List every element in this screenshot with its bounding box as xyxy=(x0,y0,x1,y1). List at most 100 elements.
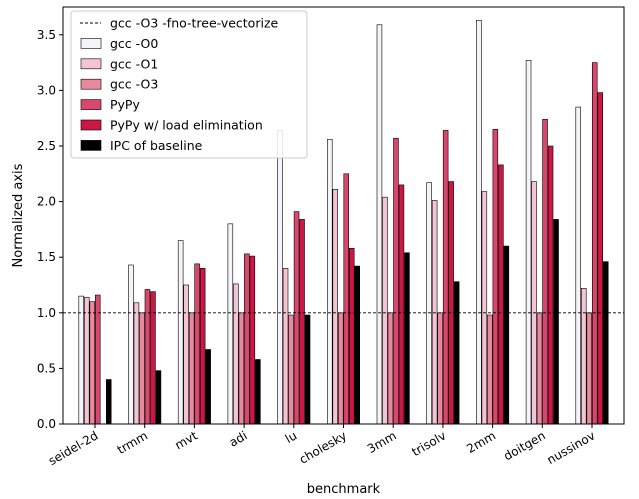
legend-swatch xyxy=(80,140,102,151)
y-tick-label: 3.5 xyxy=(37,28,56,42)
legend-swatch xyxy=(80,99,102,110)
bar-trisolv-gcc-o0 xyxy=(426,182,432,425)
bar-adi-gcc-o1 xyxy=(233,283,239,425)
legend-swatch xyxy=(80,38,102,49)
bar-mvt-gcc-o0 xyxy=(177,240,184,425)
bar-cholesky-ipc-of-baseline xyxy=(354,265,360,425)
bar-cholesky-pypy-w-load-elimination xyxy=(348,248,355,425)
y-tick-label: 0.5 xyxy=(37,361,56,375)
bar-trmm-gcc-o1 xyxy=(133,302,140,425)
bar-mvt-gcc-o1 xyxy=(183,284,189,425)
bar-cholesky-gcc-o0 xyxy=(326,139,333,425)
bar-doitgen-pypy xyxy=(542,119,548,425)
bar-3mm-gcc-o0 xyxy=(376,24,383,425)
x-axis-label: benchmark xyxy=(307,482,381,497)
y-tick-label: 1.0 xyxy=(37,306,56,320)
x-tick-label: lu xyxy=(283,428,299,446)
x-tick-label: doitgen xyxy=(501,428,547,463)
x-tick-label: 3mm xyxy=(365,428,399,456)
bar-nussinov-gcc-o3 xyxy=(586,312,592,425)
bar-lu-pypy-w-load-elimination xyxy=(299,219,305,425)
bar-trmm-pypy xyxy=(144,289,151,425)
x-tick-label: trisolv xyxy=(409,428,448,459)
bar-nussinov-pypy xyxy=(591,62,598,425)
bar-lu-ipc-of-baseline xyxy=(304,314,311,425)
legend-label: gcc -O1 xyxy=(110,56,158,71)
bar-nussinov-gcc-o0 xyxy=(575,106,581,425)
bar-3mm-pypy-w-load-elimination xyxy=(398,184,405,425)
bar-trisolv-pypy-w-load-elimination xyxy=(448,181,454,425)
bar-3mm-pypy xyxy=(393,137,399,425)
bar-trisolv-gcc-o3 xyxy=(437,312,443,425)
bar-3mm-ipc-of-baseline xyxy=(404,252,410,425)
bar-doitgen-gcc-o1 xyxy=(531,181,537,425)
bar-seidel-2d-gcc-o1 xyxy=(84,296,90,425)
bar-doitgen-gcc-o0 xyxy=(525,60,532,425)
bar-doitgen-gcc-o3 xyxy=(536,312,543,425)
bar-nussinov-ipc-of-baseline xyxy=(602,261,609,425)
bar-mvt-pypy-w-load-elimination xyxy=(199,268,206,425)
x-tick-label: trmm xyxy=(115,428,150,457)
bar-mvt-ipc-of-baseline xyxy=(205,349,211,425)
plot-frame xyxy=(62,6,625,425)
legend-label: gcc -O3 -fno-tree-vectorize xyxy=(110,16,279,31)
bar-3mm-gcc-o3 xyxy=(387,312,394,425)
bar-adi-ipc-of-baseline xyxy=(255,359,261,425)
bar-mvt-gcc-o3 xyxy=(188,312,195,425)
bar-trisolv-ipc-of-baseline xyxy=(453,281,460,425)
y-tick-label: 0.0 xyxy=(37,417,56,431)
bar-2mm-gcc-o3 xyxy=(487,314,493,425)
bar-2mm-pypy-w-load-elimination xyxy=(498,164,504,425)
bar-adi-gcc-o3 xyxy=(238,312,245,425)
x-tick-label: cholesky xyxy=(297,428,349,466)
legend-swatch xyxy=(80,119,102,131)
bar-seidel-2d-gcc-o0 xyxy=(78,295,85,425)
bar-seidel-2d-pypy xyxy=(95,294,101,425)
bar-adi-pypy xyxy=(244,253,250,425)
legend-swatch xyxy=(80,78,102,90)
bar-adi-pypy-w-load-elimination xyxy=(249,255,256,425)
legend: gcc -O3 -fno-tree-vectorize gcc -O0 gcc -O… xyxy=(70,10,308,159)
bars-layer xyxy=(78,20,609,425)
y-tick-label: 1.5 xyxy=(37,250,56,264)
x-tick-label: seidel-2d xyxy=(46,428,101,468)
x-tick-label: adi xyxy=(227,428,250,449)
bar-trisolv-pypy xyxy=(442,130,449,425)
bar-lu-gcc-o1 xyxy=(282,268,289,425)
bar-adi-gcc-o0 xyxy=(227,223,234,425)
legend-label: PyPy w/ load elimination xyxy=(110,118,263,133)
bar-cholesky-pypy xyxy=(343,173,349,425)
bar-doitgen-ipc-of-baseline xyxy=(553,219,559,425)
y-axis-label: Normalized axis xyxy=(11,163,26,267)
bar-mvt-pypy xyxy=(194,263,200,425)
bar-seidel-2d-gcc-o3 xyxy=(89,301,96,425)
legend-label: gcc -O3 xyxy=(110,77,158,92)
bar-3mm-gcc-o1 xyxy=(382,196,388,425)
bar-nussinov-pypy-w-load-elimination xyxy=(597,92,603,425)
y-tick-label: 2.0 xyxy=(37,195,56,209)
bar-nussinov-gcc-o1 xyxy=(580,288,587,425)
bar-trmm-gcc-o0 xyxy=(128,264,134,425)
x-tick-label: 2mm xyxy=(464,428,498,456)
bar-doitgen-pypy-w-load-elimination xyxy=(547,145,554,425)
bar-trmm-ipc-of-baseline xyxy=(155,370,162,425)
bar-2mm-gcc-o1 xyxy=(481,191,488,425)
legend-label: IPC of baseline xyxy=(110,138,203,153)
legend-box xyxy=(70,10,308,159)
bar-trmm-gcc-o3 xyxy=(139,312,145,425)
bar-lu-gcc-o3 xyxy=(288,314,294,425)
bar-2mm-ipc-of-baseline xyxy=(503,245,510,425)
bar-cholesky-gcc-o3 xyxy=(337,312,344,425)
bar-lu-gcc-o0 xyxy=(277,130,283,425)
bar-trisolv-gcc-o1 xyxy=(431,200,438,425)
y-axis-ticks: 0.0 0.5 1.0 1.5 2.0 2.5 3.0 3.5 xyxy=(37,28,63,431)
x-tick-label: mvt xyxy=(173,428,201,452)
legend-label: PyPy xyxy=(110,97,140,112)
y-tick-label: 3.0 xyxy=(37,83,56,97)
bar-trmm-pypy-w-load-elimination xyxy=(150,291,156,425)
x-tick-label: nussinov xyxy=(545,428,598,467)
legend-swatch xyxy=(80,58,102,70)
bar-seidel-2d-ipc-of-baseline xyxy=(106,379,112,425)
